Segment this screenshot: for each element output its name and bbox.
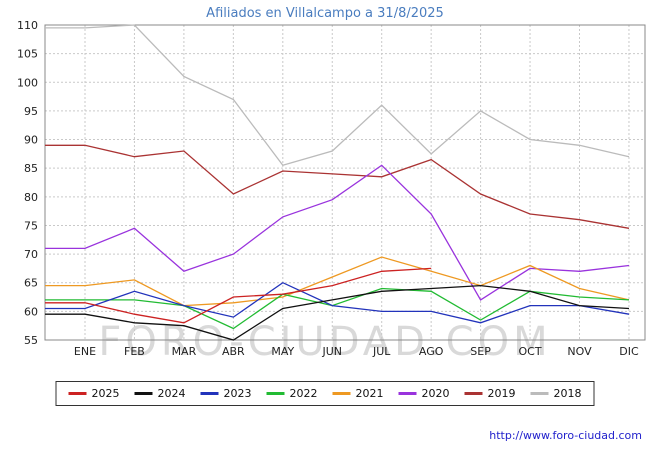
y-tick-label: 70 — [24, 248, 38, 261]
legend-item-2025: 2025 — [68, 387, 120, 400]
legend-swatch-2018 — [530, 392, 549, 395]
legend-label-2022: 2022 — [289, 387, 318, 400]
legend-swatch-2024 — [134, 392, 153, 395]
y-tick-label: 65 — [24, 277, 38, 290]
x-tick-label: ABR — [222, 345, 245, 358]
series-line-2021 — [45, 256, 630, 307]
y-tick-label: 100 — [17, 76, 38, 89]
legend-label-2019: 2019 — [487, 387, 516, 400]
legend-item-2019: 2019 — [464, 387, 516, 400]
legend-swatch-2021 — [332, 392, 351, 395]
series-line-2019 — [45, 144, 630, 229]
y-tick-label: 80 — [24, 191, 38, 204]
y-tick-label: 60 — [24, 305, 38, 318]
legend-label-2024: 2024 — [157, 387, 186, 400]
x-tick-label: ENE — [74, 345, 96, 358]
series-line-2025 — [45, 267, 432, 324]
y-tick-label: 90 — [24, 134, 38, 147]
legend-swatch-2020 — [398, 392, 417, 395]
y-tick-label: 85 — [24, 162, 38, 175]
legend-item-2022: 2022 — [266, 387, 318, 400]
x-tick-label: MAY — [271, 345, 294, 358]
y-tick-label: 55 — [24, 334, 38, 347]
legend-label-2025: 2025 — [91, 387, 120, 400]
chart-legend: 2025 2024 2023 2022 2021 2020 2019 2018 — [55, 381, 595, 406]
legend-item-2024: 2024 — [134, 387, 186, 400]
series-line-2020 — [45, 164, 630, 301]
watermark: FORO-CIUDAD.COM — [98, 319, 552, 365]
legend-swatch-2019 — [464, 392, 483, 395]
legend-swatch-2022 — [266, 392, 285, 395]
x-tick-label: OCT — [519, 345, 542, 358]
legend-item-2023: 2023 — [200, 387, 252, 400]
legend-item-2021: 2021 — [332, 387, 384, 400]
legend-label-2018: 2018 — [553, 387, 582, 400]
x-tick-label: FEB — [124, 345, 145, 358]
legend-item-2020: 2020 — [398, 387, 450, 400]
x-tick-label: MAR — [172, 345, 197, 358]
x-tick-label: DIC — [619, 345, 639, 358]
legend-swatch-2023 — [200, 392, 219, 395]
x-tick-label: SEP — [470, 345, 491, 358]
x-tick-label: AGO — [419, 345, 444, 358]
legend-label-2020: 2020 — [421, 387, 450, 400]
x-tick-label: NOV — [567, 345, 592, 358]
legend-label-2021: 2021 — [355, 387, 384, 400]
y-tick-label: 95 — [24, 105, 38, 118]
legend-swatch-2025 — [68, 392, 87, 395]
x-tick-label: JUN — [321, 345, 342, 358]
series-line-2023 — [45, 281, 630, 324]
legend-item-2018: 2018 — [530, 387, 582, 400]
y-tick-label: 110 — [17, 19, 38, 32]
series-line-2018 — [45, 24, 630, 167]
series-line-2024 — [45, 284, 630, 341]
plot-border — [44, 24, 646, 341]
legend-label-2023: 2023 — [223, 387, 252, 400]
page-title: Afiliados en Villalcampo a 31/8/2025 — [206, 6, 444, 21]
footer-link[interactable]: http://www.foro-ciudad.com — [489, 429, 642, 442]
y-tick-label: 75 — [24, 219, 38, 232]
y-tick-label: 105 — [17, 48, 38, 61]
x-tick-label: JUL — [372, 345, 391, 358]
